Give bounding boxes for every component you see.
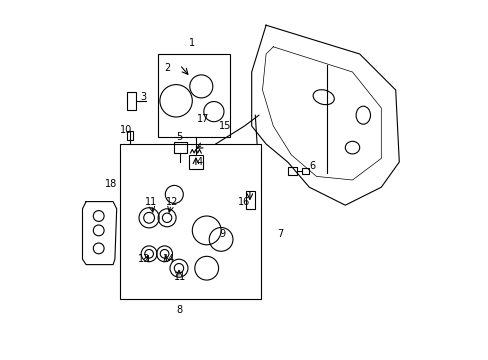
Bar: [174, 142, 186, 153]
Text: 5: 5: [176, 132, 183, 142]
Text: 3: 3: [141, 92, 146, 102]
Text: 11: 11: [144, 197, 157, 207]
Bar: [302, 168, 309, 174]
Bar: [120, 144, 260, 299]
Text: 1: 1: [189, 38, 195, 48]
Text: 12: 12: [166, 197, 178, 207]
Text: 15: 15: [218, 121, 230, 131]
Text: 4: 4: [196, 157, 202, 167]
Text: 17: 17: [197, 114, 209, 124]
Bar: [126, 131, 133, 140]
Text: 8: 8: [176, 305, 183, 315]
Text: 6: 6: [309, 161, 315, 171]
Text: 16: 16: [238, 197, 250, 207]
Text: 10: 10: [120, 125, 132, 135]
Text: 18: 18: [105, 179, 117, 189]
Text: 7: 7: [277, 229, 283, 239]
Bar: [158, 54, 230, 137]
Text: 14: 14: [163, 254, 175, 264]
Bar: [127, 92, 136, 110]
Text: 13: 13: [137, 254, 149, 264]
Text: 2: 2: [163, 63, 170, 73]
Bar: [188, 155, 203, 169]
Text: 11: 11: [173, 272, 185, 282]
Text: 9: 9: [220, 229, 225, 239]
Bar: [246, 191, 255, 209]
Bar: [287, 167, 296, 175]
